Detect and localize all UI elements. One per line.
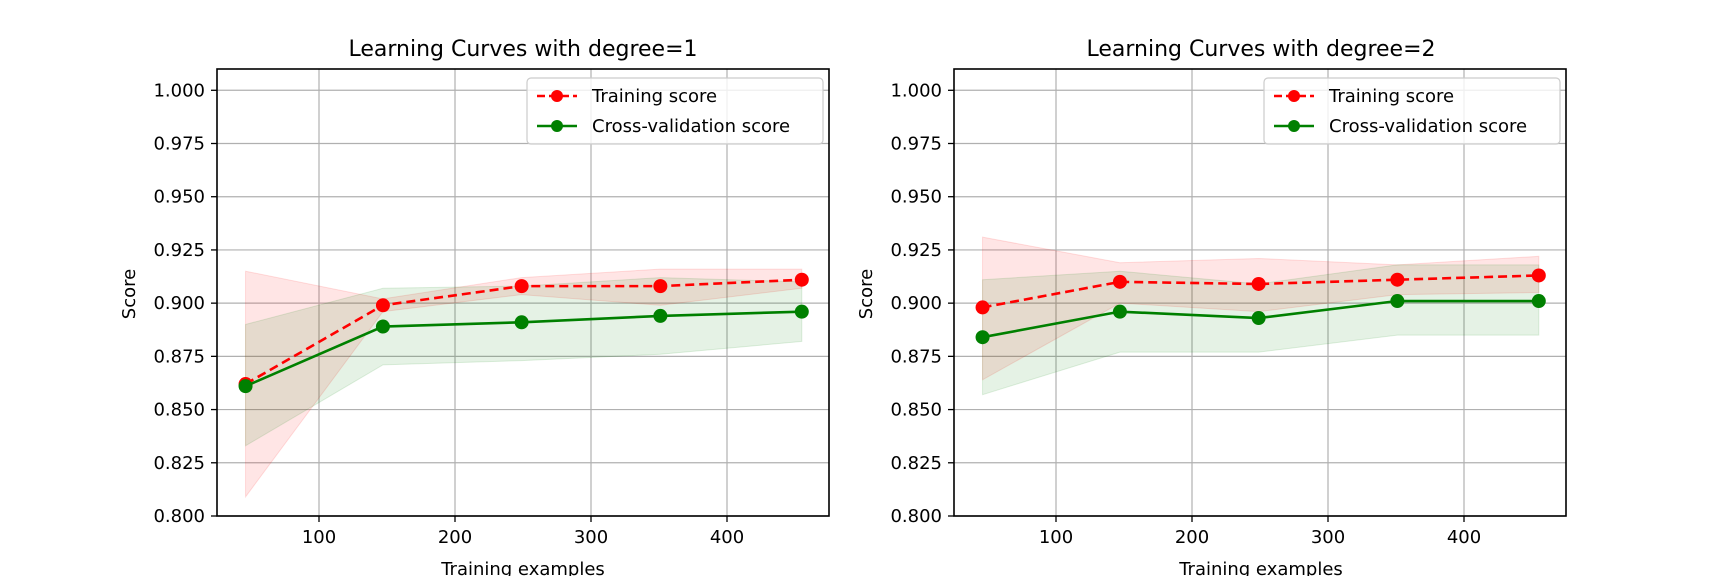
chart-2-legend: Training score Cross-validation score xyxy=(1263,77,1561,145)
y-tick-label: 0.825 xyxy=(890,453,942,474)
series-training-point xyxy=(1531,268,1546,283)
chart-2-plot: 100 200 300 400 0.800 0.825 0.850 0.875 0.900 0.9… xyxy=(890,68,1567,548)
series-training-line xyxy=(982,274,1539,309)
chart-1-legend-frame xyxy=(526,77,824,145)
series-training-point xyxy=(375,298,390,313)
series-training-point xyxy=(1390,272,1405,287)
series-training-point xyxy=(794,272,809,287)
series-training-point xyxy=(975,300,990,315)
chart-1-x-axis-label: Training examples xyxy=(440,559,605,576)
chart-2-x-axis-label: Training examples xyxy=(1178,559,1343,576)
chart-2-title: Learning Curves with degree=2 xyxy=(1086,37,1435,62)
y-tick-label: 0.875 xyxy=(153,346,205,367)
series-cv-point xyxy=(375,319,390,334)
y-tick-label: 1.000 xyxy=(153,80,205,101)
legend-training-marker xyxy=(1288,90,1300,102)
chart-1-legend: Training score Cross-validation score xyxy=(526,77,824,145)
series-training-band xyxy=(982,236,1540,381)
chart-1-y-axis-label: Score xyxy=(119,269,140,319)
y-tick-label: 0.975 xyxy=(890,134,942,155)
x-tick-label: 300 xyxy=(1311,527,1345,548)
legend-training-label: Training score xyxy=(591,86,717,107)
legend-cv-label: Cross-validation score xyxy=(592,116,790,137)
series-training-band xyxy=(245,268,803,499)
series-cv-point xyxy=(238,379,253,394)
y-tick-label: 0.925 xyxy=(890,240,942,261)
x-tick-label: 400 xyxy=(710,527,744,548)
series-cv-point xyxy=(514,315,529,330)
series-training-point xyxy=(653,279,668,294)
y-tick-label: 0.850 xyxy=(890,400,942,421)
legend-training-marker xyxy=(551,90,563,102)
series-cv-point xyxy=(1251,311,1266,326)
series-cv-point xyxy=(653,308,668,323)
legend-cv-marker xyxy=(1288,120,1300,132)
chart-1-plot: 100 200 300 400 0.800 0.825 0.850 0.875 0.900 0.9… xyxy=(153,68,830,548)
chart-2-y-axis-label: Score xyxy=(856,269,877,319)
x-tick-label: 100 xyxy=(302,527,336,548)
plot-frame xyxy=(953,68,1567,517)
series-training-point xyxy=(514,279,529,294)
y-tick-label: 0.975 xyxy=(153,134,205,155)
x-tick-label: 400 xyxy=(1447,527,1481,548)
legend-training-label: Training score xyxy=(1328,86,1454,107)
y-tick-label: 0.900 xyxy=(153,293,205,314)
series-cv-point xyxy=(794,304,809,319)
plot-frame xyxy=(216,68,830,517)
y-tick-label: 1.000 xyxy=(890,80,942,101)
y-tick-label: 0.925 xyxy=(153,240,205,261)
series-cv-point xyxy=(1112,304,1127,319)
x-tick-label: 100 xyxy=(1039,527,1073,548)
y-tick-label: 0.850 xyxy=(153,400,205,421)
y-tick-label: 0.825 xyxy=(153,453,205,474)
y-tick-label: 0.875 xyxy=(890,346,942,367)
x-tick-label: 200 xyxy=(438,527,472,548)
series-cv-point xyxy=(1531,294,1546,309)
chart-1-title: Learning Curves with degree=1 xyxy=(348,37,697,62)
series-training-point xyxy=(1112,274,1127,289)
y-tick-label: 0.950 xyxy=(153,187,205,208)
y-tick-label: 0.800 xyxy=(153,506,205,527)
legend-cv-marker xyxy=(551,120,563,132)
series-cv-point xyxy=(1390,294,1405,309)
x-tick-label: 300 xyxy=(574,527,608,548)
series-training-point xyxy=(1251,276,1266,291)
chart-2-legend-frame xyxy=(1263,77,1561,145)
y-tick-label: 0.800 xyxy=(890,506,942,527)
chart-1: Learning Curves with degree=1 100 200 300 4… xyxy=(119,37,830,576)
y-tick-label: 0.900 xyxy=(890,293,942,314)
legend-cv-label: Cross-validation score xyxy=(1329,116,1527,137)
x-tick-label: 200 xyxy=(1175,527,1209,548)
series-cv-point xyxy=(975,330,990,345)
y-tick-label: 0.950 xyxy=(890,187,942,208)
chart-2: Learning Curves with degree=2 100 200 300 4… xyxy=(856,37,1567,576)
